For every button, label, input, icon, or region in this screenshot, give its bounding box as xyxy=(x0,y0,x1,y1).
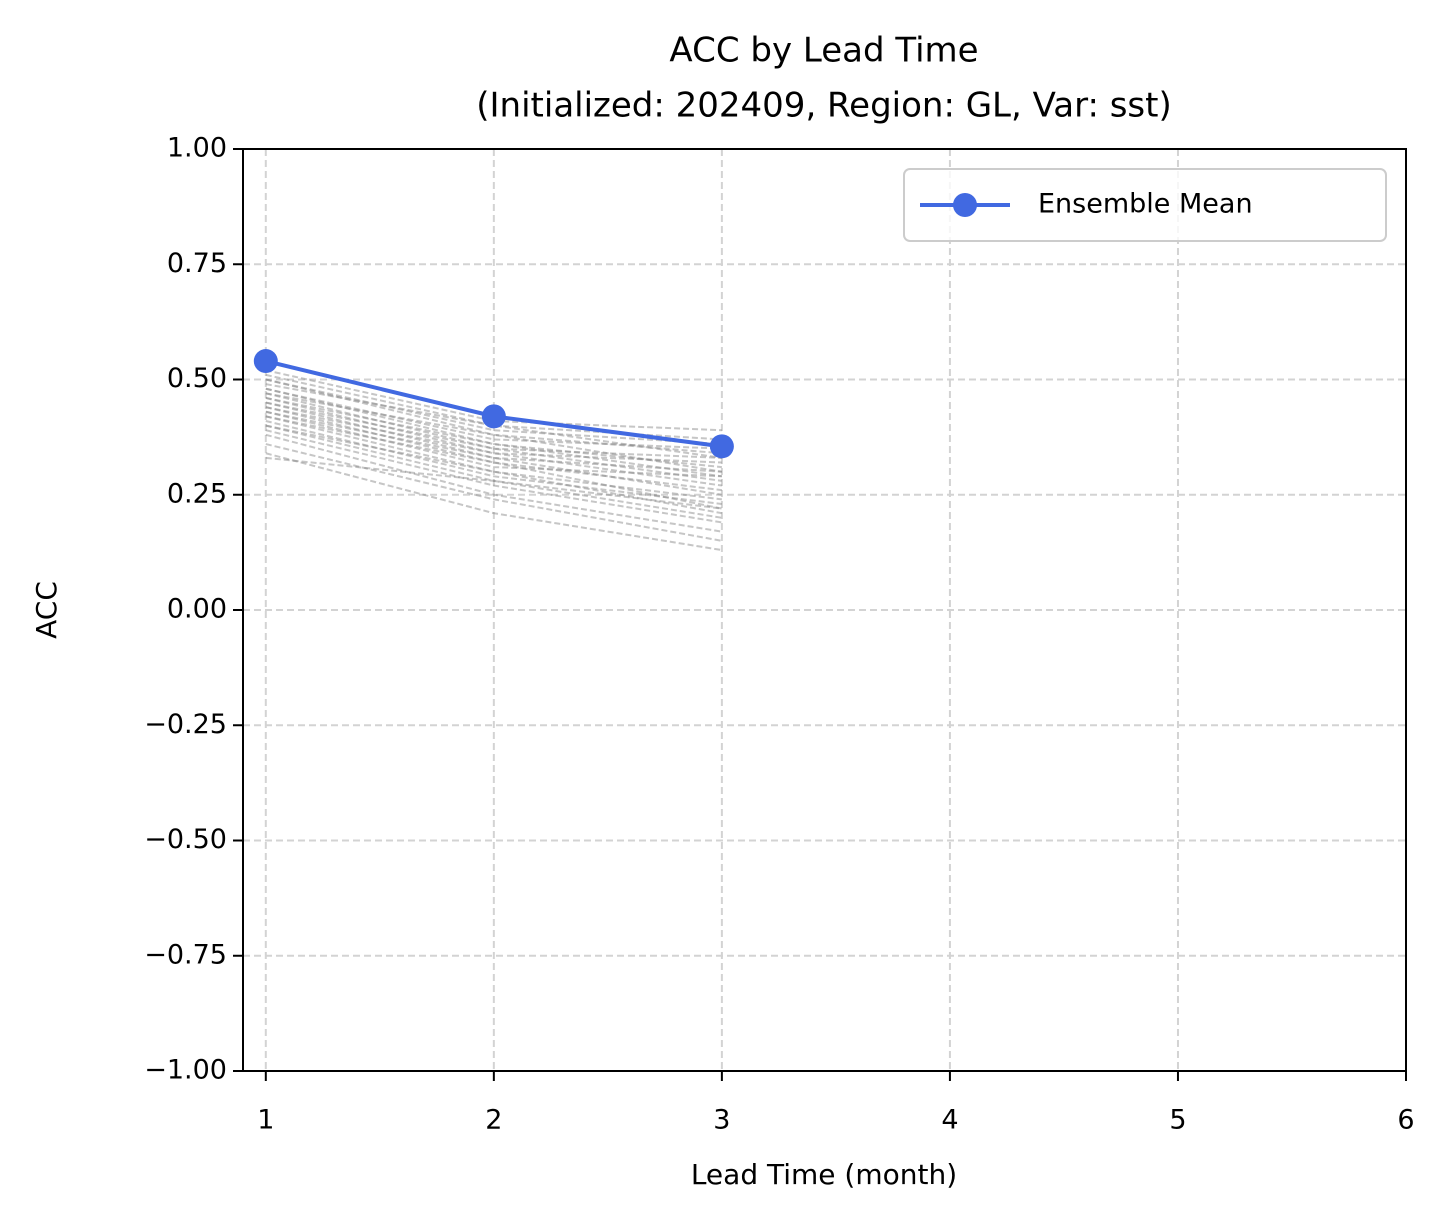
member-line xyxy=(265,410,722,478)
y-tick-label: 0.50 xyxy=(167,363,227,394)
legend-label: Ensemble Mean xyxy=(1038,189,1253,220)
data-point xyxy=(253,349,278,374)
y-tick-label: −1.00 xyxy=(144,1055,227,1086)
legend-box xyxy=(903,168,1387,242)
chart-subtitle: (Initialized: 202409, Region: GL, Var: s… xyxy=(476,86,1172,126)
member-line xyxy=(265,396,722,464)
member-line xyxy=(265,406,723,492)
y-tick-label: 0.00 xyxy=(167,594,227,625)
member-line xyxy=(265,401,722,473)
member-line xyxy=(265,415,723,501)
data-point xyxy=(709,434,734,459)
y-tick-label: 0.75 xyxy=(167,248,227,279)
x-axis-label: Lead Time (month) xyxy=(691,1158,957,1191)
y-tick-label: 0.25 xyxy=(167,478,227,509)
x-tick-label: 6 xyxy=(1397,1105,1414,1136)
member-line xyxy=(265,373,722,441)
member-line xyxy=(265,429,723,524)
y-tick-label: −0.50 xyxy=(144,824,227,855)
member-line xyxy=(265,452,723,552)
member-line xyxy=(265,392,723,473)
member-line xyxy=(265,433,723,533)
member-line xyxy=(265,369,722,432)
y-tick-label: −0.25 xyxy=(144,709,227,740)
member-line xyxy=(265,378,722,455)
member-line xyxy=(265,401,723,482)
member-line xyxy=(265,420,723,505)
legend-marker xyxy=(953,193,977,217)
x-tick-label: 2 xyxy=(485,1105,502,1136)
member-line xyxy=(265,415,723,510)
x-tick-label: 3 xyxy=(713,1105,730,1136)
member-line xyxy=(265,410,723,496)
x-tick-label: 4 xyxy=(941,1105,958,1136)
legend: Ensemble Mean xyxy=(903,168,1387,242)
y-axis-label: ACC xyxy=(30,581,63,639)
member-line xyxy=(265,406,723,487)
member-line xyxy=(265,378,722,446)
chart-title: ACC by Lead Time xyxy=(669,31,978,71)
x-tick-label: 5 xyxy=(1169,1105,1186,1136)
member-line xyxy=(265,392,722,459)
member-line xyxy=(265,387,722,450)
member-line xyxy=(265,424,723,519)
member-line xyxy=(265,387,722,469)
member-line xyxy=(265,424,723,515)
x-tick-label: 1 xyxy=(257,1105,274,1136)
member-line xyxy=(265,456,723,510)
data-point xyxy=(481,404,506,429)
y-tick-label: 1.00 xyxy=(167,133,227,164)
member-line xyxy=(265,443,723,542)
plot-frame xyxy=(242,148,1407,1072)
y-tick-label: −0.75 xyxy=(144,939,227,970)
member-line xyxy=(265,383,723,459)
member-line xyxy=(265,396,723,478)
